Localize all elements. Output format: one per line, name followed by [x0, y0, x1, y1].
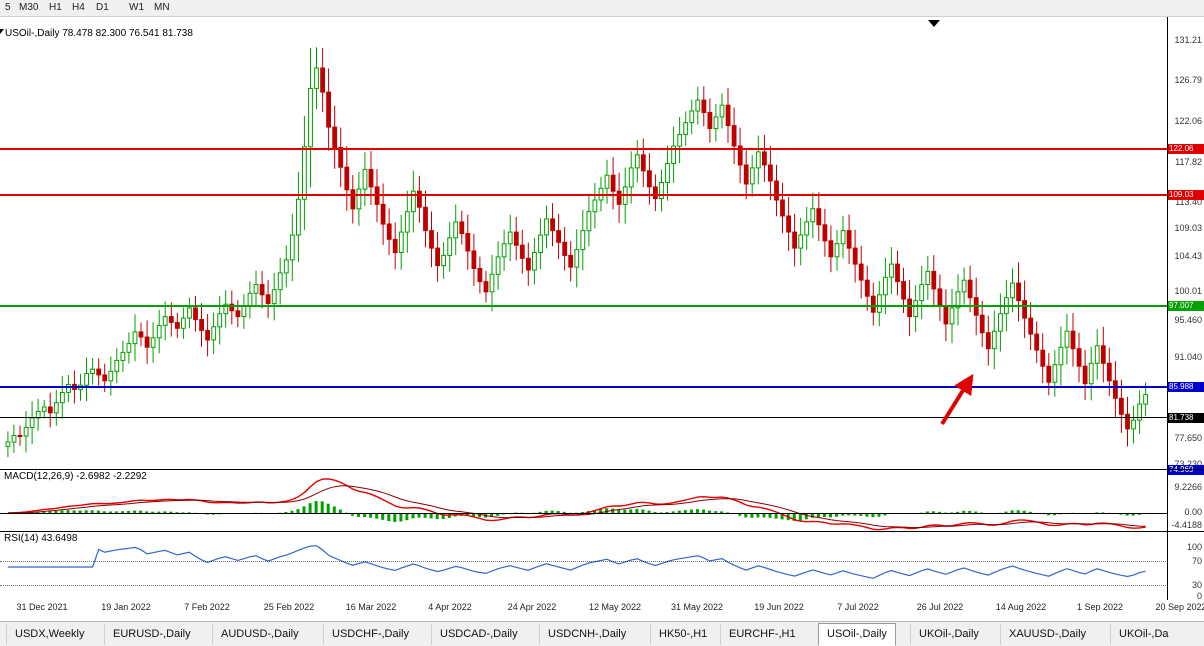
rsi-tick-30: 30: [1191, 580, 1202, 590]
timeframe-mn[interactable]: MN: [154, 2, 170, 13]
rsi-level-70: [0, 561, 1168, 562]
tab-eurchf-h1[interactable]: EURCHF-,H1: [720, 624, 804, 645]
x-tick-9: 19 Jun 2022: [754, 602, 804, 612]
timeframe-d1[interactable]: D1: [96, 2, 109, 13]
price-badge-109: 109.03: [1168, 190, 1204, 200]
price-tick-91: 91.040: [1174, 352, 1202, 362]
macd-tick-min: -4.4188: [1171, 520, 1202, 530]
tab-xauusd-daily[interactable]: XAUUSD-,Daily: [1000, 624, 1094, 645]
x-tick-1: 19 Jan 2022: [101, 602, 151, 612]
rsi-level-30: [0, 585, 1168, 586]
level-line-122: [0, 148, 1168, 150]
price-tick-109: 109.03: [1174, 223, 1202, 233]
level-line-97: [0, 305, 1168, 307]
rsi-label: RSI(14) 43.6498: [4, 533, 78, 544]
price-badge-8173: 81.738: [1168, 413, 1204, 423]
x-tick-4: 16 Mar 2022: [345, 602, 397, 612]
time-axis: 31 Dec 2021 19 Jan 2022 7 Feb 2022 25 Fe…: [0, 599, 1204, 619]
price-tick-126: 126.79: [1174, 75, 1202, 85]
tab-usoil-daily[interactable]: USOil-,Daily: [818, 623, 896, 646]
rsi-tick-70: 70: [1191, 556, 1202, 566]
price-tick-73: 73.230: [1174, 459, 1202, 469]
x-tick-10: 7 Jul 2022: [837, 602, 879, 612]
price-tick-131: 131.21: [1174, 35, 1202, 45]
timeframe-toolbar: 5 M30 H1 H4 D1 W1 MN: [0, 0, 1204, 17]
tab-usdcad-daily[interactable]: USDCAD-,Daily: [431, 624, 526, 645]
price-plot[interactable]: [0, 17, 1168, 469]
macd-label: MACD(12,26,9) -2.6982 -2.2292: [4, 471, 147, 482]
tab-ukoil-da[interactable]: UKOil-,Da: [1110, 624, 1177, 645]
tab-hk50-h1[interactable]: HK50-,H1: [650, 624, 715, 645]
price-tick-104: 104.43: [1174, 251, 1202, 261]
timeframe-5[interactable]: 5: [5, 2, 11, 13]
x-tick-5: 4 Apr 2022: [428, 602, 472, 612]
rsi-pane: RSI(14) 43.6498 100 70 30 0: [0, 531, 1204, 601]
tab-usdchf-daily[interactable]: USDCHF-,Daily: [323, 624, 417, 645]
chart-marker-icon: [928, 20, 940, 27]
tab-ukoil-daily[interactable]: UKOil-,Daily: [910, 624, 987, 645]
price-badge-97: 97.007: [1168, 301, 1204, 311]
timeframe-m30[interactable]: M30: [19, 2, 39, 13]
tab-eurusd-daily[interactable]: EURUSD-,Daily: [104, 624, 199, 645]
price-tick-113: 113.40: [1175, 197, 1202, 207]
rsi-tick-100: 100: [1186, 542, 1202, 552]
x-tick-14: 20 Sep 2022: [1155, 602, 1204, 612]
symbol-quote-label: USOil-,Daily 78.478 82.300 76.541 81.738: [0, 28, 193, 39]
x-tick-6: 24 Apr 2022: [507, 602, 557, 612]
price-tick-117: 117.82: [1175, 157, 1202, 167]
timeframe-h4[interactable]: H4: [72, 2, 85, 13]
rsi-tick-0: 0: [1196, 591, 1202, 601]
macd-plot[interactable]: [0, 470, 1168, 532]
macd-pane: MACD(12,26,9) -2.6982 -2.2292 9.2266 0.0…: [0, 469, 1204, 532]
x-tick-11: 26 Jul 2022: [916, 602, 964, 612]
price-tick-95: 95.460: [1174, 315, 1202, 325]
level-line-109: [0, 194, 1168, 196]
price-tick-100: 100.01: [1174, 286, 1202, 296]
rsi-series: [7, 545, 1146, 579]
x-tick-12: 14 Aug 2022: [995, 602, 1047, 612]
chart-tabs: USDX,Weekly EURUSD-,Daily AUDUSD-,Daily …: [0, 621, 1204, 646]
x-tick-3: 25 Feb 2022: [263, 602, 315, 612]
bullish-arrow-annotation: [940, 373, 974, 426]
collapse-triangle-icon[interactable]: [0, 29, 4, 34]
x-tick-2: 7 Feb 2022: [184, 602, 230, 612]
candlestick-series: [5, 47, 1148, 457]
macd-scale[interactable]: 9.2266 0.00 -4.4188: [1167, 470, 1204, 532]
x-tick-7: 12 May 2022: [588, 602, 642, 612]
price-pane: USOil-,Daily 78.478 82.300 76.541 81.738: [0, 17, 1204, 475]
tab-usdcnh-daily[interactable]: USDCNH-,Daily: [539, 624, 634, 645]
price-tick-77: 77.650: [1174, 433, 1202, 443]
macd-tick-zero: 0.00: [1184, 507, 1202, 517]
macd-zero-line: [0, 513, 1168, 514]
price-badge-8598: 85.988: [1168, 382, 1204, 392]
macd-tick-max: 9.2266: [1174, 482, 1202, 492]
macd-series: [6, 478, 1147, 531]
price-scale[interactable]: 131.21 126.79 122.06 117.82 113.40 109.0…: [1167, 17, 1204, 475]
x-tick-8: 31 May 2022: [670, 602, 724, 612]
rsi-plot[interactable]: [0, 532, 1168, 600]
level-line-8598: [0, 386, 1168, 388]
price-tick-122: 122.06: [1174, 116, 1202, 126]
rsi-scale[interactable]: 100 70 30 0: [1167, 532, 1204, 601]
symbol-quote-text: USOil-,Daily 78.478 82.300 76.541 81.738: [5, 28, 193, 39]
tab-usdx-weekly[interactable]: USDX,Weekly: [6, 624, 92, 645]
timeframe-w1[interactable]: W1: [129, 2, 144, 13]
timeframe-h1[interactable]: H1: [49, 2, 62, 13]
tab-audusd-daily[interactable]: AUDUSD-,Daily: [212, 624, 307, 645]
price-badge-122: 122.06: [1168, 144, 1204, 154]
chart-area: USOil-,Daily 78.478 82.300 76.541 81.738: [0, 16, 1204, 622]
x-tick-0: 31 Dec 2021: [16, 602, 68, 612]
level-line-8173: [0, 417, 1168, 418]
x-tick-13: 1 Sep 2022: [1076, 602, 1124, 612]
